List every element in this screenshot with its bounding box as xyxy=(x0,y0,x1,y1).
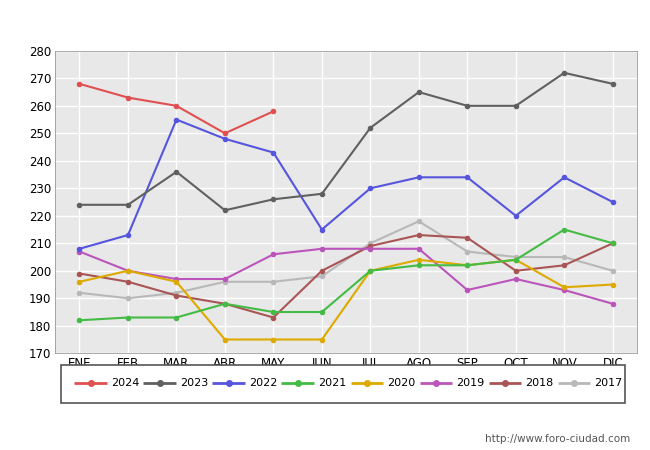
Text: 2023: 2023 xyxy=(180,378,208,388)
Text: 2020: 2020 xyxy=(387,378,415,388)
Text: http://www.foro-ciudad.com: http://www.foro-ciudad.com xyxy=(486,434,630,444)
Text: 2019: 2019 xyxy=(456,378,484,388)
Text: 2024: 2024 xyxy=(111,378,139,388)
FancyBboxPatch shape xyxy=(61,365,625,403)
Text: Afiliados en Medina de las Torres a 31/5/2024: Afiliados en Medina de las Torres a 31/5… xyxy=(112,14,538,33)
Text: 2022: 2022 xyxy=(249,378,278,388)
Text: 2018: 2018 xyxy=(525,378,554,388)
Text: 2021: 2021 xyxy=(318,378,346,388)
Text: 2017: 2017 xyxy=(595,378,623,388)
